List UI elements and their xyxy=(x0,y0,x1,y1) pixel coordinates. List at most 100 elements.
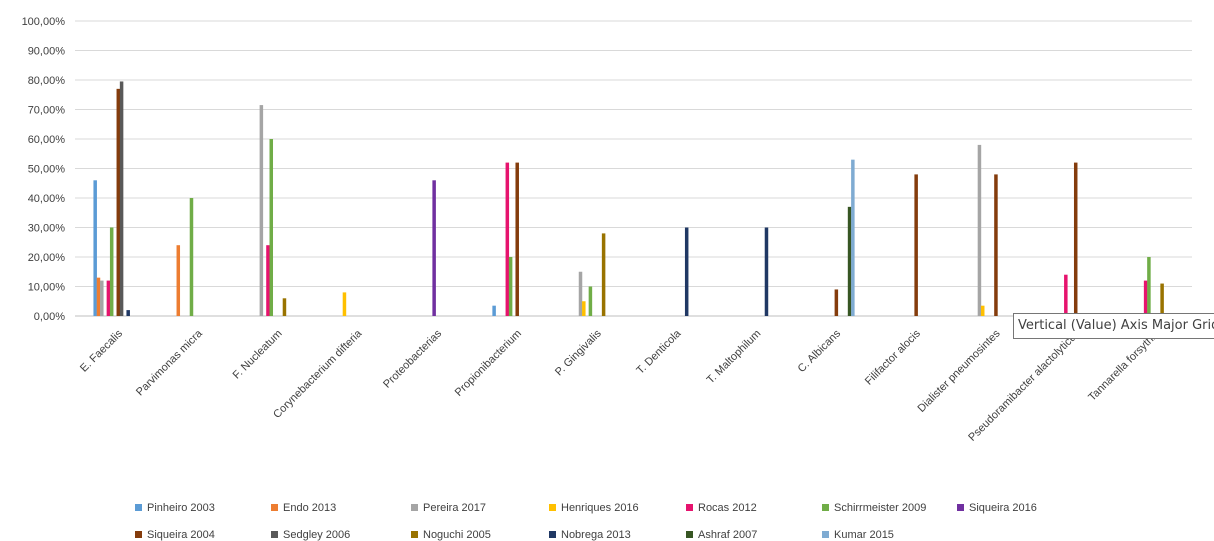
legend-label: Nobrega 2013 xyxy=(561,529,631,541)
y-tick-label: 30,00% xyxy=(28,223,66,235)
bar[interactable] xyxy=(100,280,104,316)
legend-swatch xyxy=(411,531,418,538)
bars xyxy=(93,81,1164,317)
legend-label: Rocas 2012 xyxy=(698,502,757,514)
legend-swatch xyxy=(686,504,693,511)
legend-item[interactable]: Siqueira 2004 xyxy=(135,529,215,541)
legend: Pinheiro 2003 Endo 2013 Pereira 2017 Henriq… xyxy=(135,502,1037,541)
bar[interactable] xyxy=(106,280,111,316)
legend-swatch xyxy=(822,531,829,538)
tooltip: Vertical (Value) Axis Major Gridlines xyxy=(1013,313,1214,339)
bar[interactable] xyxy=(1160,283,1164,316)
bar[interactable] xyxy=(847,206,852,316)
x-category-label: Propionibacterium xyxy=(453,328,524,399)
legend-label: Pereira 2017 xyxy=(423,502,486,514)
legend-label: Endo 2013 xyxy=(283,502,336,514)
bar[interactable] xyxy=(834,289,839,316)
x-category-label: Dialister pneumosintes xyxy=(915,327,1003,415)
bar[interactable] xyxy=(176,245,181,316)
bar[interactable] xyxy=(1147,257,1151,316)
y-tick-label: 20,00% xyxy=(28,252,66,264)
legend-item[interactable]: Rocas 2012 xyxy=(686,502,757,514)
bar[interactable] xyxy=(119,81,124,316)
bar[interactable] xyxy=(432,180,436,316)
x-axis-category-labels: E. Faecalis Parvimonas micra F. NucleatumC… xyxy=(78,327,1163,444)
legend-label: Schirrmeister 2009 xyxy=(834,502,926,514)
legend-swatch xyxy=(411,504,418,511)
legend-item[interactable]: Noguchi 2005 xyxy=(411,529,491,541)
bar[interactable] xyxy=(582,301,586,316)
legend-item[interactable]: Nobrega 2013 xyxy=(549,529,631,541)
bar[interactable] xyxy=(764,227,769,317)
bar[interactable] xyxy=(515,162,519,316)
bar[interactable] xyxy=(189,198,194,316)
y-tick-label: 0,00% xyxy=(34,311,65,323)
legend-swatch xyxy=(271,504,278,511)
y-tick-label: 40,00% xyxy=(28,193,66,205)
x-category-label: T. Denticola xyxy=(634,327,684,377)
bar[interactable] xyxy=(1064,274,1068,316)
y-tick-label: 90,00% xyxy=(28,46,66,58)
bar[interactable] xyxy=(505,162,510,316)
legend-item[interactable]: Kumar 2015 xyxy=(822,529,894,541)
bar[interactable] xyxy=(851,159,855,316)
bar[interactable] xyxy=(126,310,130,316)
x-category-label: F. Nucleatum xyxy=(231,328,285,382)
legend-swatch xyxy=(822,504,829,511)
legend-swatch xyxy=(549,531,556,538)
bar[interactable] xyxy=(588,286,593,317)
bar[interactable] xyxy=(1073,162,1078,316)
legend-label: Siqueira 2004 xyxy=(147,529,215,541)
x-category-label: C. Albicans xyxy=(796,327,844,375)
x-category-label: P. Gingivalis xyxy=(553,327,604,378)
bar[interactable] xyxy=(282,298,287,316)
bar[interactable] xyxy=(96,277,101,316)
x-category-label: Corynebacterium difteria xyxy=(271,327,365,421)
legend-label: Pinheiro 2003 xyxy=(147,502,215,514)
x-category-label: Parvimonas micra xyxy=(134,327,205,398)
bar[interactable] xyxy=(508,257,513,316)
x-category-label: Proteobacterias xyxy=(381,327,444,390)
y-tick-label: 10,00% xyxy=(28,282,66,294)
legend-label: Ashraf 2007 xyxy=(698,529,757,541)
y-tick-label: 100,00% xyxy=(22,16,66,28)
legend-swatch xyxy=(135,531,142,538)
x-category-label: T. Maltophilum xyxy=(705,328,764,387)
legend-swatch xyxy=(686,531,693,538)
bar[interactable] xyxy=(914,174,918,316)
bar[interactable] xyxy=(259,105,264,316)
bar[interactable] xyxy=(266,245,270,316)
legend-item[interactable]: Pinheiro 2003 xyxy=(135,502,215,514)
legend-item[interactable]: Schirrmeister 2009 xyxy=(822,502,926,514)
legend-item[interactable]: Ashraf 2007 xyxy=(686,529,757,541)
x-category-label: E. Faecalis xyxy=(78,327,125,374)
legend-label: Noguchi 2005 xyxy=(423,529,491,541)
bar[interactable] xyxy=(1143,280,1148,316)
legend-swatch xyxy=(271,531,278,538)
legend-item[interactable]: Siqueira 2016 xyxy=(957,502,1037,514)
legend-label: Kumar 2015 xyxy=(834,529,894,541)
bar[interactable] xyxy=(109,227,114,317)
legend-swatch xyxy=(957,504,964,511)
bar[interactable] xyxy=(578,271,583,316)
bar[interactable] xyxy=(93,180,97,316)
bar[interactable] xyxy=(977,144,982,316)
y-tick-label: 60,00% xyxy=(28,134,66,146)
bar[interactable] xyxy=(684,227,689,317)
bar[interactable] xyxy=(342,292,347,316)
legend-item[interactable]: Henriques 2016 xyxy=(549,502,639,514)
bar[interactable] xyxy=(994,174,998,316)
gridlines xyxy=(75,20,1192,317)
bar[interactable] xyxy=(116,88,121,316)
x-category-label: Filifactor alocis xyxy=(863,327,923,387)
legend-item[interactable]: Sedgley 2006 xyxy=(271,529,350,541)
legend-label: Henriques 2016 xyxy=(561,502,639,514)
bar[interactable] xyxy=(601,233,606,316)
legend-item[interactable]: Pereira 2017 xyxy=(411,502,486,514)
bar[interactable] xyxy=(492,305,496,316)
bar[interactable] xyxy=(269,139,274,316)
bar[interactable] xyxy=(980,305,985,316)
y-tick-label: 50,00% xyxy=(28,164,66,176)
legend-item[interactable]: Endo 2013 xyxy=(271,502,336,514)
